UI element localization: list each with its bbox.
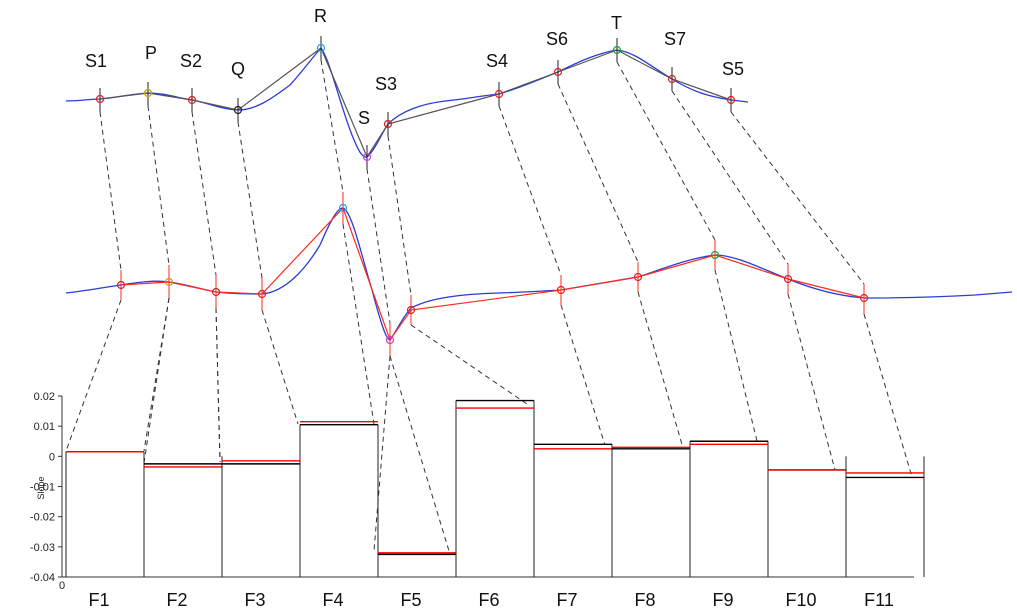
y-tick-label: -0.03 [30,542,55,554]
y-tick-label: -0.04 [30,572,55,584]
top-ecg-blue-trace [65,46,749,158]
middle-ecg-blue-trace [65,207,1013,341]
middle-to-bars-dashed-links [65,223,913,552]
top-signal-labels: S1 P S2 Q R S S3 S4 S6 T S7 S5 [85,6,744,128]
slope-bar-chart: 0.02 0.01 0 -0.01 -0.02 -0.03 -0.04 Slope 0 F1… [30,391,925,610]
top-label-s7: S7 [664,29,686,49]
top-label-s6: S6 [546,29,568,49]
x-label-f1: F1 [88,590,109,610]
x-label-f11: F11 [864,590,894,610]
x-label-f2: F2 [166,590,187,610]
x-axis-category-labels: F1 F2 F3 F4 F5 F6 F7 F8 F9 F10 F11 [88,590,893,610]
x-label-f9: F9 [712,590,733,610]
y-tick-label: 0.02 [34,391,55,403]
top-ecg-black-segment [99,47,732,159]
bars [65,399,925,577]
x-label-f10: F10 [785,590,816,610]
middle-ecg-markers [116,203,869,345]
y-tick-label: -0.01 [30,482,55,494]
y-axis-ticks: 0.02 0.01 0 -0.01 -0.02 -0.03 -0.04 [30,391,62,584]
top-label-s3: S3 [375,74,397,94]
x-label-f5: F5 [400,590,421,610]
x-label-f7: F7 [556,590,577,610]
y-tick-label: -0.02 [30,512,55,524]
top-label-s4: S4 [486,51,508,71]
top-label-r: R [314,6,327,26]
x-label-f4: F4 [322,590,343,610]
top-label-s2: S2 [180,51,202,71]
middle-ecg-vertical-marks [120,192,865,356]
middle-ecg-panel [65,192,1013,356]
top-label-t: T [611,13,622,33]
top-label-s1: S1 [85,51,107,71]
y-axis-label: Slope [36,476,46,499]
top-label-s5: S5 [722,59,744,79]
top-ecg-vertical-marks [99,36,732,169]
y-tick-label: 0 [49,451,55,463]
x-label-f8: F8 [634,590,655,610]
y-tick-label: 0.01 [34,421,55,433]
x-label-f3: F3 [244,590,265,610]
top-ecg-markers [95,43,736,162]
top-ecg-panel: S1 P S2 Q R S S3 S4 S6 T S7 S5 [65,6,749,169]
top-to-middle-dashed-links [99,59,865,324]
x-origin-label: 0 [59,580,65,592]
x-label-f6: F6 [478,590,499,610]
top-label-p: P [145,43,157,63]
top-label-s: S [358,108,370,128]
middle-ecg-red-segment [120,206,865,342]
top-label-q: Q [231,59,245,79]
